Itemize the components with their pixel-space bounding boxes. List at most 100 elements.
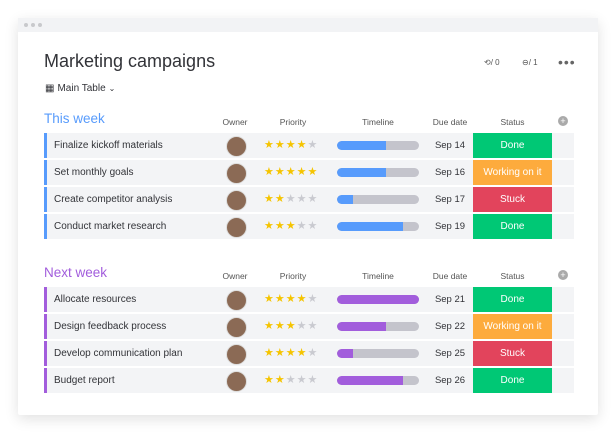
column-status[interactable]: Status xyxy=(500,117,525,127)
priority-rating[interactable]: ★★★★★ xyxy=(264,373,318,386)
star-icon[interactable]: ★ xyxy=(285,166,297,178)
table-row[interactable]: Set monthly goals ★★★★★ Sep 16 Working o… xyxy=(44,160,574,185)
timeline-bar[interactable] xyxy=(337,195,419,204)
due-date[interactable]: Sep 21 xyxy=(434,294,466,305)
column-priority[interactable]: Priority xyxy=(279,117,307,127)
avatar[interactable] xyxy=(226,136,247,157)
avatar[interactable] xyxy=(226,163,247,184)
item-name[interactable]: Create competitor analysis xyxy=(54,194,173,205)
more-options-button[interactable]: ••• xyxy=(558,54,576,70)
due-date[interactable]: Sep 25 xyxy=(434,348,466,359)
star-icon[interactable]: ★ xyxy=(296,320,308,332)
star-icon[interactable]: ★ xyxy=(296,293,308,305)
group-title[interactable]: Next week xyxy=(44,265,108,280)
activity-button[interactable]: ⟲/ 0 xyxy=(484,58,500,67)
timeline-bar[interactable] xyxy=(337,295,419,304)
column-due-date[interactable]: Due date xyxy=(432,117,468,127)
avatar[interactable] xyxy=(226,317,247,338)
priority-rating[interactable]: ★★★★★ xyxy=(264,165,318,178)
star-icon[interactable]: ★ xyxy=(285,347,297,359)
star-icon[interactable]: ★ xyxy=(285,193,297,205)
column-priority[interactable]: Priority xyxy=(279,271,307,281)
star-icon[interactable]: ★ xyxy=(296,220,308,232)
star-icon[interactable]: ★ xyxy=(296,166,308,178)
star-icon[interactable]: ★ xyxy=(285,320,297,332)
members-button[interactable]: ⊖/ 1 xyxy=(522,58,538,67)
timeline-bar[interactable] xyxy=(337,349,419,358)
star-icon[interactable]: ★ xyxy=(274,320,286,332)
star-icon[interactable]: ★ xyxy=(264,320,275,332)
column-timeline[interactable]: Timeline xyxy=(362,271,394,281)
status-badge[interactable]: Done xyxy=(473,133,552,158)
star-icon[interactable]: ★ xyxy=(264,374,275,386)
star-icon[interactable]: ★ xyxy=(307,374,319,386)
star-icon[interactable]: ★ xyxy=(285,139,297,151)
star-icon[interactable]: ★ xyxy=(274,139,286,151)
item-name[interactable]: Design feedback process xyxy=(54,321,167,332)
due-date[interactable]: Sep 22 xyxy=(434,321,466,332)
star-icon[interactable]: ★ xyxy=(285,374,297,386)
add-column-button[interactable]: + xyxy=(558,116,568,126)
item-name[interactable]: Allocate resources xyxy=(54,294,137,305)
timeline-bar[interactable] xyxy=(337,168,419,177)
star-icon[interactable]: ★ xyxy=(264,293,275,305)
star-icon[interactable]: ★ xyxy=(274,293,286,305)
star-icon[interactable]: ★ xyxy=(307,293,319,305)
column-timeline[interactable]: Timeline xyxy=(362,117,394,127)
priority-rating[interactable]: ★★★★★ xyxy=(264,192,318,205)
status-badge[interactable]: Working on it xyxy=(473,314,552,339)
star-icon[interactable]: ★ xyxy=(264,347,275,359)
item-name[interactable]: Finalize kickoff materials xyxy=(54,140,163,151)
avatar[interactable] xyxy=(226,371,247,392)
star-icon[interactable]: ★ xyxy=(307,193,319,205)
group-title[interactable]: This week xyxy=(44,111,105,126)
star-icon[interactable]: ★ xyxy=(274,193,286,205)
due-date[interactable]: Sep 17 xyxy=(434,194,466,205)
avatar[interactable] xyxy=(226,290,247,311)
star-icon[interactable]: ★ xyxy=(274,166,286,178)
star-icon[interactable]: ★ xyxy=(296,374,308,386)
status-badge[interactable]: Done xyxy=(473,214,552,239)
star-icon[interactable]: ★ xyxy=(264,193,275,205)
timeline-bar[interactable] xyxy=(337,141,419,150)
status-badge[interactable]: Stuck xyxy=(473,187,552,212)
star-icon[interactable]: ★ xyxy=(264,220,275,232)
timeline-bar[interactable] xyxy=(337,376,419,385)
priority-rating[interactable]: ★★★★★ xyxy=(264,138,318,151)
item-name[interactable]: Develop communication plan xyxy=(54,348,183,359)
star-icon[interactable]: ★ xyxy=(264,166,275,178)
star-icon[interactable]: ★ xyxy=(307,139,319,151)
star-icon[interactable]: ★ xyxy=(307,320,319,332)
table-row[interactable]: Design feedback process ★★★★★ Sep 22 Wor… xyxy=(44,314,574,339)
due-date[interactable]: Sep 19 xyxy=(434,221,466,232)
item-name[interactable]: Set monthly goals xyxy=(54,167,134,178)
due-date[interactable]: Sep 26 xyxy=(434,375,466,386)
star-icon[interactable]: ★ xyxy=(307,166,319,178)
star-icon[interactable]: ★ xyxy=(296,193,308,205)
star-icon[interactable]: ★ xyxy=(307,220,319,232)
status-badge[interactable]: Stuck xyxy=(473,341,552,366)
table-row[interactable]: Develop communication plan ★★★★★ Sep 25 … xyxy=(44,341,574,366)
star-icon[interactable]: ★ xyxy=(274,374,286,386)
table-row[interactable]: Conduct market research ★★★★★ Sep 19 Don… xyxy=(44,214,574,239)
priority-rating[interactable]: ★★★★★ xyxy=(264,319,318,332)
column-due-date[interactable]: Due date xyxy=(432,271,468,281)
star-icon[interactable]: ★ xyxy=(296,139,308,151)
avatar[interactable] xyxy=(226,344,247,365)
column-owner[interactable]: Owner xyxy=(222,271,248,281)
star-icon[interactable]: ★ xyxy=(285,220,297,232)
priority-rating[interactable]: ★★★★★ xyxy=(264,346,318,359)
avatar[interactable] xyxy=(226,190,247,211)
star-icon[interactable]: ★ xyxy=(296,347,308,359)
status-badge[interactable]: Working on it xyxy=(473,160,552,185)
item-name[interactable]: Budget report xyxy=(54,375,115,386)
star-icon[interactable]: ★ xyxy=(307,347,319,359)
priority-rating[interactable]: ★★★★★ xyxy=(264,292,318,305)
star-icon[interactable]: ★ xyxy=(285,293,297,305)
timeline-bar[interactable] xyxy=(337,222,419,231)
table-row[interactable]: Create competitor analysis ★★★★★ Sep 17 … xyxy=(44,187,574,212)
status-badge[interactable]: Done xyxy=(473,368,552,393)
column-status[interactable]: Status xyxy=(500,271,525,281)
timeline-bar[interactable] xyxy=(337,322,419,331)
due-date[interactable]: Sep 14 xyxy=(434,140,466,151)
